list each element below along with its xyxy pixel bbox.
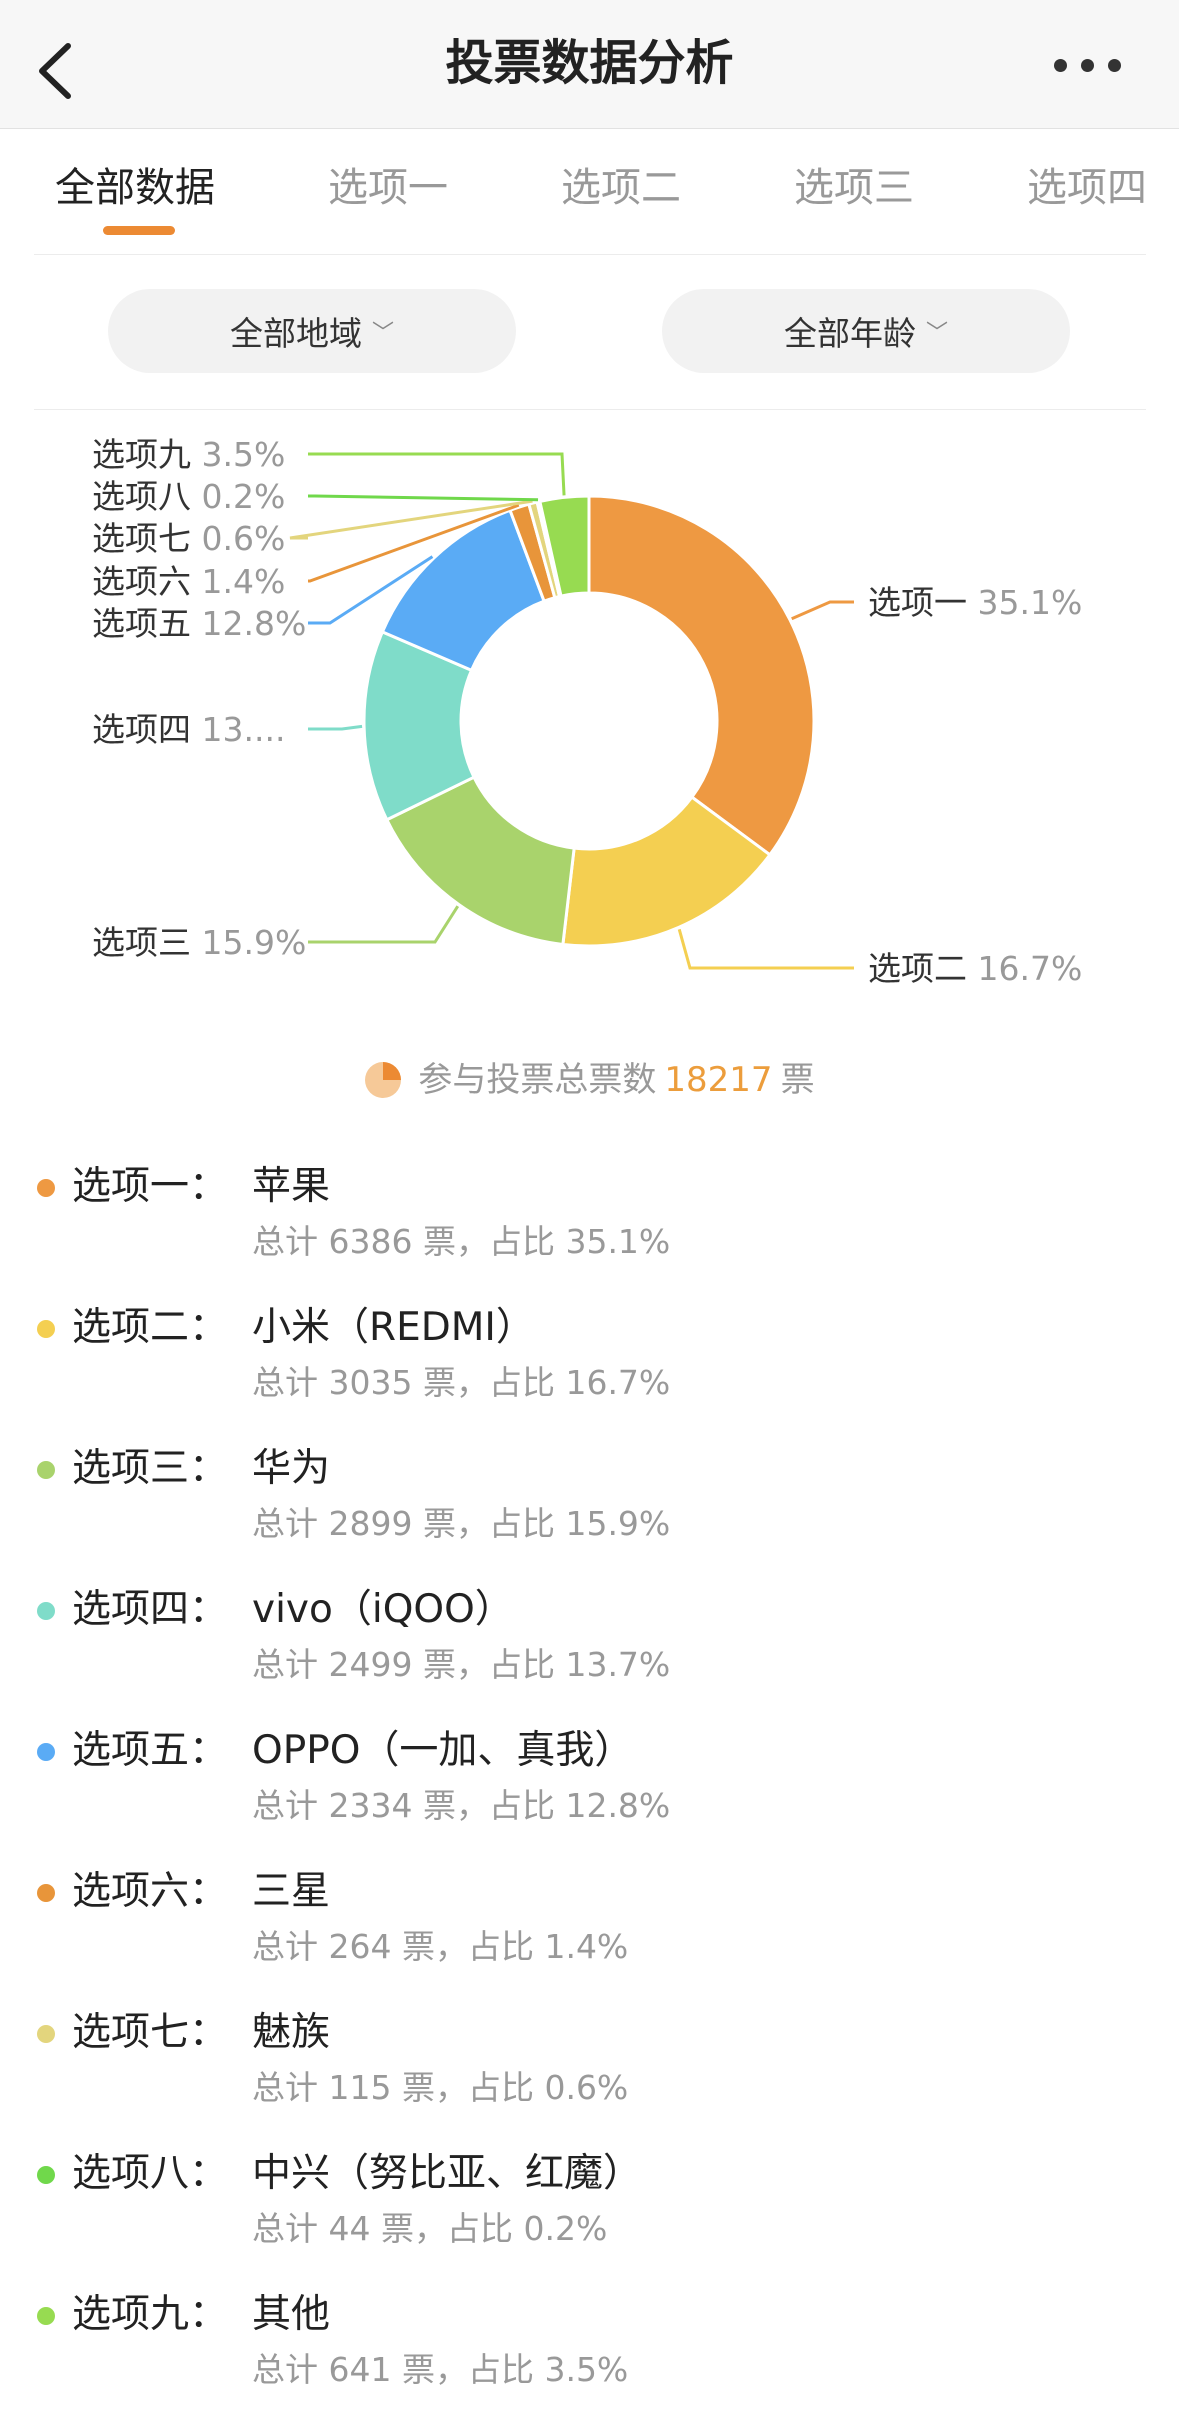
option-name: 三星: [252, 1869, 331, 1914]
option-item: 选项五： OPPO（一加、真我） 总计 2334 票，占比 12.8%: [0, 1714, 1179, 1855]
option-color-dot: [37, 1320, 55, 1338]
option-color-dot: [37, 2166, 55, 2184]
donut-slice[interactable]: [587, 494, 816, 857]
divider: [34, 409, 1146, 410]
slice-label: 选项九 3.5%: [92, 435, 285, 474]
option-color-dot: [37, 1884, 55, 1902]
tab-option-1[interactable]: 选项一: [328, 165, 448, 211]
option-stat: 总计 2899 票，占比 15.9%: [252, 1504, 671, 1543]
option-item: 选项一： 苹果总计 6386 票，占比 35.1%: [0, 1150, 1179, 1291]
option-stat: 总计 2499 票，占比 13.7%: [252, 1645, 671, 1684]
total-votes-unit: 票: [780, 1060, 815, 1100]
option-item: 选项七： 魅族总计 115 票，占比 0.6%: [0, 1996, 1179, 2137]
option-key: 选项一：: [72, 1164, 229, 1209]
option-color-dot: [37, 2307, 55, 2325]
donut-slice[interactable]: [538, 494, 591, 598]
total-votes-summary: 参与投票总票数 18217 票: [0, 1050, 1179, 1110]
chevron-down-icon: ﹀: [925, 321, 948, 346]
tab-option-4[interactable]: 选项四: [1027, 165, 1147, 211]
option-stat: 总计 641 票，占比 3.5%: [252, 2350, 629, 2389]
leader-line: [791, 600, 854, 621]
option-color-dot: [37, 1743, 55, 1761]
option-color-dot: [37, 1602, 55, 1620]
option-key: 选项九：: [72, 2292, 229, 2337]
total-votes-prefix: 参与投票总票数: [418, 1060, 657, 1100]
option-name: 中兴（努比亚、红魔）: [252, 2151, 643, 2196]
option-key: 选项七：: [72, 2010, 229, 2055]
option-name: 苹果: [252, 1164, 331, 1209]
leader-line: [308, 503, 520, 583]
leader-line: [308, 555, 434, 625]
option-key: 选项四：: [72, 1587, 229, 1632]
option-stat: 总计 6386 票，占比 35.1%: [252, 1222, 671, 1261]
option-stat: 总计 2334 票，占比 12.8%: [252, 1786, 671, 1825]
option-item: 选项九： 其他总计 641 票，占比 3.5%: [0, 2278, 1179, 2419]
option-stat: 总计 115 票，占比 0.6%: [252, 2068, 629, 2107]
page-title: 投票数据分析: [445, 35, 734, 91]
slice-label: 选项三 15.9%: [92, 923, 306, 962]
slice-label: 选项二 16.7%: [868, 949, 1082, 988]
slice-label: 选项一 35.1%: [868, 583, 1082, 622]
age-filter-dropdown[interactable]: 全部年龄 ﹀: [662, 289, 1070, 373]
option-stat: 总计 264 票，占比 1.4%: [252, 1927, 629, 1966]
slice-label: 选项八 0.2%: [92, 477, 285, 516]
region-filter-dropdown[interactable]: 全部地域 ﹀: [108, 289, 516, 373]
option-key: 选项六：: [72, 1869, 229, 1914]
option-key: 选项五：: [72, 1728, 229, 1773]
leader-line: [308, 724, 363, 731]
option-color-dot: [37, 2025, 55, 2043]
slice-label: 选项四 13....: [92, 710, 285, 749]
slice-label: 选项七 0.6%: [92, 519, 285, 558]
option-stat: 总计 44 票，占比 0.2%: [252, 2209, 608, 2248]
pie-chart-icon: [365, 1062, 402, 1098]
option-item: 选项三： 华为总计 2899 票，占比 15.9%: [0, 1432, 1179, 1573]
option-name: 华为: [252, 1446, 331, 1491]
leader-line: [289, 499, 533, 540]
chevron-down-icon: ﹀: [371, 321, 394, 346]
option-item: 选项四： vivo（iQOO） 总计 2499 票，占比 13.7%: [0, 1573, 1179, 1714]
more-options-icon[interactable]: [1054, 50, 1134, 80]
tab-bar: 全部数据 选项一 选项二 选项三 选项四: [34, 128, 1147, 255]
active-tab-indicator: [103, 226, 175, 235]
vote-donut-chart: 选项一 35.1% 选项二 16.7% 选项三 15.9% 选项四 13.... 选项五…: [92, 435, 1082, 988]
leader-line: [308, 905, 460, 944]
option-name: 小米（REDMI）: [252, 1305, 535, 1350]
option-name: vivo（iQOO）: [252, 1587, 514, 1632]
back-arrow-icon[interactable]: [22, 34, 92, 104]
option-name: 其他: [252, 2292, 331, 2337]
option-color-dot: [37, 1461, 55, 1479]
option-key: 选项八：: [72, 2151, 229, 2196]
leader-line: [308, 452, 566, 496]
option-key: 选项三：: [72, 1446, 229, 1491]
option-color-dot: [37, 1179, 55, 1197]
option-name: 魅族: [252, 2010, 331, 2055]
option-item: 选项二： 小米（REDMI） 总计 3035 票，占比 16.7%: [0, 1291, 1179, 1432]
tab-option-2[interactable]: 选项二: [561, 165, 681, 211]
option-item: 选项六： 三星总计 264 票，占比 1.4%: [0, 1855, 1179, 1996]
age-filter-label: 全部年龄: [783, 314, 916, 353]
option-list: 选项一： 苹果总计 6386 票，占比 35.1% 选项二： 小米（REDMI） 总计 …: [0, 1150, 1179, 2419]
donut-slice[interactable]: [384, 775, 576, 947]
nav-bar: 投票数据分析: [0, 0, 1179, 129]
option-item: 选项八： 中兴（努比亚、红魔） 总计 44 票，占比 0.2%: [0, 2137, 1179, 2278]
slice-label: 选项六 1.4%: [92, 562, 285, 601]
total-votes-count: 18217: [664, 1060, 773, 1100]
tab-option-3[interactable]: 选项三: [794, 165, 914, 211]
slice-label: 选项五 12.8%: [92, 604, 306, 643]
leader-line: [677, 928, 854, 970]
region-filter-label: 全部地域: [229, 314, 362, 353]
option-name: OPPO（一加、真我）: [252, 1728, 634, 1773]
option-stat: 总计 3035 票，占比 16.7%: [252, 1363, 671, 1402]
option-key: 选项二：: [72, 1305, 229, 1350]
leader-line: [308, 494, 539, 502]
tab-all-data[interactable]: 全部数据: [55, 165, 215, 211]
